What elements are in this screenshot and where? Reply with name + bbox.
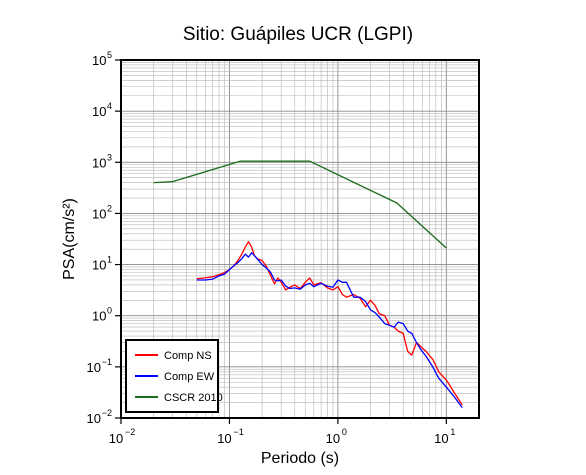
y-tick-exponent: 1 (107, 255, 112, 265)
x-axis-label: Periodo (s) (261, 450, 339, 467)
series-line-comp-ns (196, 241, 463, 406)
series-line-cscr-2010 (153, 160, 447, 249)
x-tick-label: 10 (434, 431, 448, 446)
series-line-comp-ew (196, 252, 463, 408)
y-tick-label: 10 (92, 53, 106, 68)
y-tick-label: 10 (87, 411, 101, 426)
legend-label: CSCR 2010 (164, 392, 223, 404)
x-tick-label: 10 (326, 431, 340, 446)
y-tick-exponent: 0 (107, 306, 112, 316)
x-tick-label: 10 (217, 431, 231, 446)
y-tick-label: 10 (87, 360, 101, 375)
y-tick-label: 10 (92, 206, 106, 221)
legend-label: Comp EW (164, 371, 215, 383)
chart-title: Sitio: Guápiles UCR (LGPI) (183, 24, 413, 45)
y-tick-label: 10 (92, 258, 106, 273)
y-tick-label: 10 (92, 309, 106, 324)
y-tick-exponent: 5 (107, 50, 112, 60)
grid-lines (120, 60, 480, 419)
series-layer (153, 160, 463, 408)
y-tick-exponent: 3 (107, 152, 112, 162)
x-tick-exponent: 0 (342, 427, 347, 437)
y-tick-exponent: −2 (102, 408, 112, 418)
x-tick-exponent: −2 (125, 427, 135, 437)
y-axis-label: PSA(cm/s²) (61, 198, 78, 280)
plot-frame (120, 59, 480, 419)
y-tick-label: 10 (92, 104, 106, 119)
x-tick-exponent: 1 (450, 427, 455, 437)
legend-box (125, 339, 219, 413)
legend-label: Comp NS (164, 350, 212, 362)
y-tick-exponent: 2 (107, 203, 112, 213)
y-tick-exponent: −1 (102, 357, 112, 367)
x-tick-exponent: −1 (233, 427, 243, 437)
x-tick-label: 10 (109, 431, 123, 446)
y-tick-label: 10 (92, 155, 106, 170)
y-tick-exponent: 4 (107, 101, 112, 111)
legend: Comp NS Comp EW CSCR 2010 (125, 339, 223, 413)
